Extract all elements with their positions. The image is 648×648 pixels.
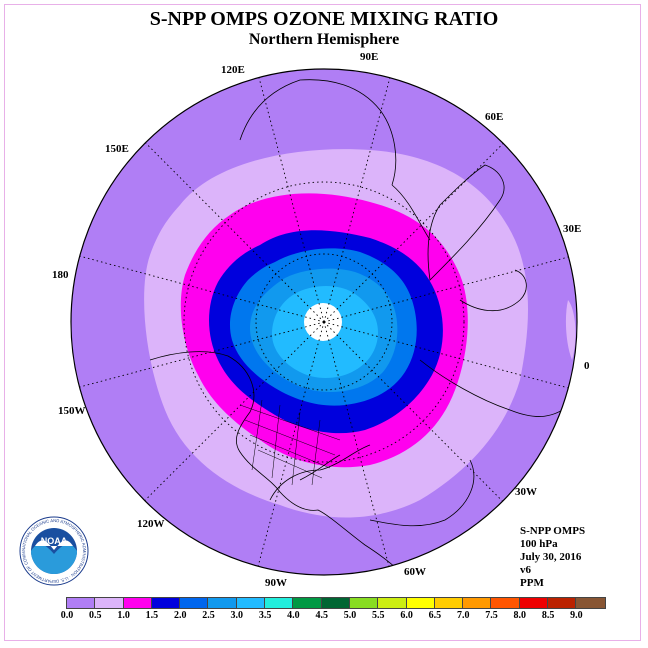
colorbar-swatch [463,598,492,608]
colorbar-tick-label: 7.5 [485,610,498,621]
meridian-line [258,77,325,323]
meridian-line [323,77,391,323]
meridian-line [323,143,504,323]
coastlines [149,79,576,575]
colorbar-swatch [548,598,577,608]
colorbar-swatch [208,598,237,608]
colorbar-swatch [151,598,181,608]
colorbar-tick-label: 4.5 [315,610,328,621]
meridian-line [257,321,325,567]
colorbar-tick-label: 7.0 [456,610,470,621]
colorbar-swatch [293,598,322,608]
colorbar-tick-label: 2.0 [173,610,187,621]
graticule [183,181,465,463]
lon-label-30w: 30W [515,486,537,498]
colorbar-swatch [321,598,350,608]
meridian-line [323,321,569,389]
map-subtitle: Northern Hemisphere [248,31,400,48]
colorbar-tick-label: 5.5 [372,610,385,621]
colorbar-tick-label: 8.0 [513,610,527,621]
lon-label-60w: 60W [404,566,426,578]
lon-label-150w: 150W [58,405,86,417]
noaa-logo: NATIONAL OCEANIC AND ATMOSPHERIC ADMINIS… [19,516,89,586]
meridian-line [144,321,325,501]
colorbar-ticks: 0.0 0.5 1.0 1.5 2.0 2.5 3.0 3.5 4.0 4.5 5.0 5.5 6.0 6… [61,610,586,624]
colorbar-swatch [576,598,605,608]
info-instrument: S-NPP OMPS [520,525,586,537]
contour-fields [71,69,577,575]
lon-label-30e: 30E [563,223,582,235]
figure-frame [4,4,641,641]
info-units: PPM [520,577,544,589]
lon-label-90e: 90E [360,51,379,63]
lon-label-120w: 120W [137,518,165,530]
info-date: July 30, 2016 [520,551,582,563]
meridian-line [79,321,325,388]
colorbar-tick-label: 2.5 [202,610,215,621]
colorbar-swatch [180,598,209,608]
colorbar-swatch [434,598,464,608]
colorbar-tick-label: 0.0 [60,610,74,621]
colorbar-tick-label: 1.0 [117,610,130,621]
info-version: v6 [520,564,531,576]
meridians [79,77,569,567]
colorbar-tick-label: 9.0 [570,610,583,621]
state-borders [239,399,341,486]
meridian-line [145,142,325,323]
map-title: S-NPP OMPS OZONE MIXING RATIO [149,8,499,30]
noaa-wordmark: NOAA [41,536,68,546]
colorbar-swatch [236,598,266,608]
lon-label-150e: 150E [105,143,129,155]
colorbar-tick-label: 8.5 [541,610,555,621]
meridian-line [323,321,390,567]
meridian-line [323,321,503,502]
info-block: S-NPP OMPS 100 hPa July 30, 2016 v6 PPM [520,525,585,590]
meridian-line [323,256,569,323]
colorbar-tick-label: 3.5 [258,610,272,621]
colorbar-tick-label: 4.0 [287,610,300,621]
colorbar-swatch [67,598,96,608]
colorbar-swatch [349,598,379,608]
lon-label-120e: 120E [221,64,245,76]
colorbar-tick-label: 6.5 [428,610,442,621]
colorbar [66,597,606,609]
meridian-line [79,255,325,323]
colorbar-swatch [265,598,294,608]
colorbar-tick-label: 1.5 [145,610,159,621]
colorbar-swatch [491,598,520,608]
colorbar-tick-label: 0.5 [89,610,102,621]
contour-blob-east [565,300,576,360]
colorbar-swatch [95,598,124,608]
lon-label-60e: 60E [485,111,504,123]
colorbar-tick-label: 5.0 [343,610,357,621]
lon-label-180: 180 [52,269,69,281]
equator-boundary [70,68,578,576]
colorbar-swatch [378,598,407,608]
colorbar-swatch [406,598,435,608]
colorbar-swatch [519,598,549,608]
lon-label-0: 0 [584,360,590,372]
info-level: 100 hPa [520,538,558,550]
colorbar-tick-label: 6.0 [400,610,413,621]
colorbar-swatch [123,598,152,608]
lon-label-90w: 90W [265,577,287,589]
colorbar-tick-label: 3.0 [230,610,244,621]
